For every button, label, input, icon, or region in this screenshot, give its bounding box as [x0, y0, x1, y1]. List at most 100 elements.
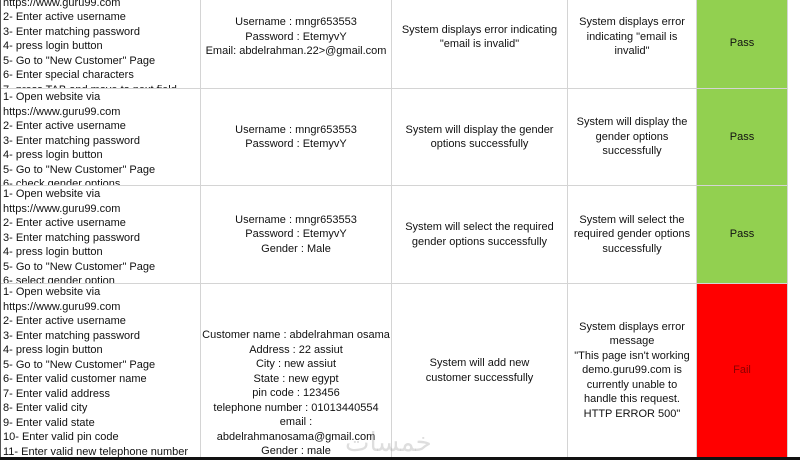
sheet-left-border	[0, 0, 1, 457]
step-line: 6- Enter special characters	[3, 69, 134, 81]
step-line: 5- Go to "New Customer" Page	[3, 163, 156, 176]
status-cell[interactable]: Fail	[697, 284, 788, 458]
step-line: 5- Go to "New Customer" Page	[3, 54, 156, 67]
expected-line: gender options successfully	[411, 235, 548, 248]
actual-line: System displays error	[579, 320, 685, 333]
actual-line: System will display the	[576, 116, 688, 129]
step-line: 1- Open website via	[3, 188, 101, 200]
data-line: Username : mngr653553	[235, 213, 357, 226]
watermark-logo: خمسات	[345, 428, 432, 458]
test-steps-cell[interactable]: 1- Open website via https://www.guru99.co…	[0, 186, 201, 284]
step-line: https://www.guru99.com	[3, 0, 121, 9]
step-line: 4- press login button	[3, 40, 103, 52]
data-line: Gender : Male	[261, 242, 331, 255]
expected-line: System will display the gender	[405, 123, 554, 136]
data-line: Password : EtemyvY	[245, 228, 347, 241]
actual-result-cell[interactable]: System displays error indicating "email i…	[568, 0, 697, 89]
actual-result-cell[interactable]: System will display the gender options suc…	[568, 89, 697, 186]
test-steps-cell[interactable]: 1- Open website via https://www.guru99.co…	[0, 284, 201, 458]
test-data-cell[interactable]: Username : mngr653553 Password : EtemyvY E…	[201, 0, 392, 89]
step-line: 4- press login button	[3, 344, 103, 356]
step-line: 3- Enter matching password	[3, 329, 140, 342]
step-line: 6- check gender options	[3, 178, 121, 186]
status-label: Pass	[729, 228, 755, 241]
step-line: 9- Enter valid state	[3, 416, 95, 429]
step-line: 3- Enter matching password	[3, 25, 140, 38]
actual-line: message	[609, 335, 655, 348]
actual-line: handle this request.	[583, 393, 680, 406]
data-line: Username : mngr653553	[235, 16, 357, 29]
status-label: Fail	[733, 364, 751, 377]
step-line: https://www.guru99.com	[3, 202, 121, 215]
expected-result-cell[interactable]: System displays error indicating "email i…	[392, 0, 568, 89]
actual-line: gender options	[595, 130, 669, 143]
step-line: 4- press login button	[3, 246, 103, 258]
step-line: 8- Enter valid city	[3, 402, 88, 414]
step-line: 10- Enter valid pin code	[3, 431, 119, 443]
step-line: 11- Enter valid new telephone number	[3, 445, 189, 458]
test-data-cell[interactable]: Username : mngr653553 Password : EtemyvY G…	[201, 186, 392, 284]
actual-result-cell[interactable]: System will select the required gender op…	[568, 186, 697, 284]
step-line: 5- Go to "New Customer" Page	[3, 358, 156, 371]
status-cell[interactable]: Pass	[697, 0, 788, 89]
status-cell[interactable]: Pass	[697, 89, 788, 186]
step-line: https://www.guru99.com	[3, 105, 121, 118]
step-line: 2- Enter active username	[3, 315, 126, 327]
test-data-cell[interactable]: Username : mngr653553 Password : EtemyvY	[201, 89, 392, 186]
step-line: https://www.guru99.com	[3, 300, 121, 313]
step-line: 1- Open website via	[3, 286, 101, 298]
actual-line: System will select the	[579, 213, 685, 226]
bottom-bar	[0, 457, 800, 460]
actual-line: successfully	[602, 242, 662, 255]
actual-line: "This page isn't working	[574, 349, 690, 362]
step-line: 6- Enter valid customer name	[3, 373, 147, 385]
status-cell[interactable]: Pass	[697, 186, 788, 284]
actual-line: required gender options	[573, 228, 691, 241]
step-line: 5- Go to "New Customer" Page	[3, 260, 156, 273]
actual-line: successfully	[602, 145, 662, 158]
step-line: 3- Enter matching password	[3, 231, 140, 244]
data-line: Password : EtemyvY	[245, 30, 347, 43]
expected-line: System displays error indicating	[401, 23, 558, 36]
data-line: Gender : male	[261, 445, 331, 457]
step-line: 2- Enter active username	[3, 120, 126, 132]
step-line: 1- Open website via	[3, 91, 101, 103]
expected-result-cell[interactable]: System will display the gender options su…	[392, 89, 568, 186]
right-margin	[788, 0, 800, 457]
data-line: Password : EtemyvY	[245, 138, 347, 150]
expected-line: System will add new	[429, 357, 530, 369]
actual-result-cell[interactable]: System displays error message "This page i…	[568, 284, 697, 458]
test-steps-cell[interactable]: 1- Open website viahttps://www.guru99.co…	[0, 0, 201, 89]
actual-line: invalid"	[614, 45, 650, 58]
data-line: City : new assiut	[255, 358, 337, 370]
data-line: Customer name : abdelrahman osama	[202, 329, 390, 341]
step-line: 2- Enter active username	[3, 217, 126, 229]
data-line: Username : mngr653553	[235, 123, 357, 136]
step-line: 4- press login button	[3, 149, 103, 161]
expected-result-cell[interactable]: System will select the required gender op…	[392, 186, 568, 284]
actual-line: currently unable to	[586, 378, 678, 391]
data-line: Address : 22 assiut	[249, 343, 343, 356]
actual-line: HTTP ERROR 500"	[583, 407, 681, 420]
step-line: 7- press TAB and move to next field	[3, 83, 200, 89]
expected-line: customer successfully	[425, 371, 534, 384]
actual-line: indicating "email is	[586, 30, 678, 43]
data-line: Email: abdelrahman.22>@gmail.com	[205, 45, 387, 58]
step-line: 3- Enter matching password	[3, 134, 140, 147]
actual-line: demo.guru99.com is	[582, 364, 682, 377]
data-line: telephone number : 01013440554	[213, 401, 379, 414]
expected-line: "email is invalid"	[439, 38, 520, 50]
data-line: email :	[279, 416, 313, 428]
expected-line: System will select the required	[405, 221, 554, 233]
status-label: Pass	[729, 36, 755, 49]
expected-line: options successfully	[430, 138, 529, 150]
status-label: Pass	[729, 130, 755, 143]
step-line: 2- Enter active username	[3, 11, 126, 23]
step-line: 7- Enter valid address	[3, 387, 110, 400]
actual-line: System displays error	[579, 16, 685, 29]
data-line: State : new egypt	[253, 372, 339, 385]
data-line: pin code : 123456	[252, 387, 340, 399]
test-steps-cell[interactable]: 1- Open website via https://www.guru99.co…	[0, 89, 201, 186]
step-line: 6- select gender option	[3, 275, 115, 284]
data-line: abdelrahmanosama@gmail.com	[216, 430, 376, 443]
